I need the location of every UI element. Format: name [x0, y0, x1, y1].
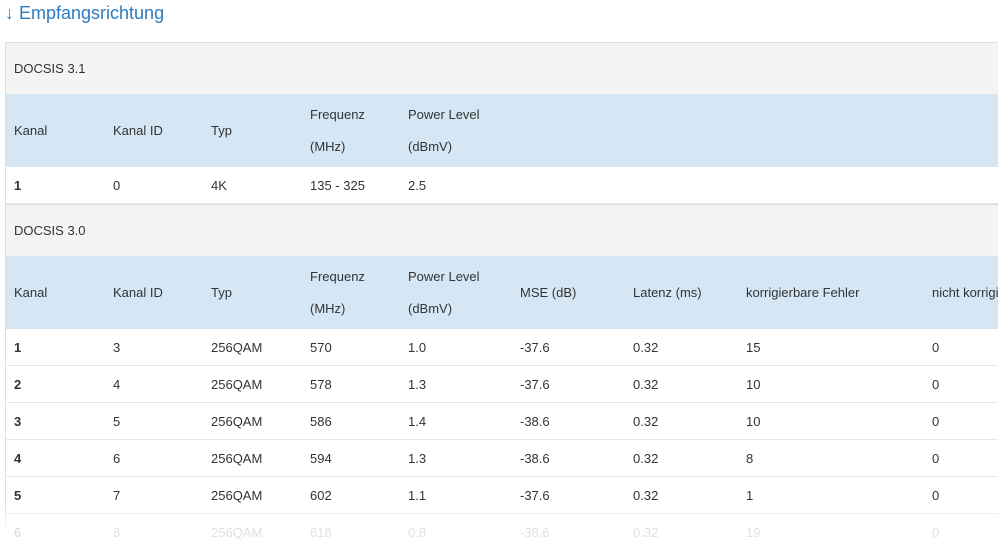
header-text: (dBmV)	[408, 300, 453, 316]
data-cell: 5	[14, 487, 22, 503]
data-cell: 3	[14, 413, 22, 429]
header-text: Typ	[211, 122, 232, 138]
data-cell: 10	[746, 413, 761, 429]
section-label: DOCSIS 3.0	[14, 205, 86, 256]
header-text: nicht korrigierbare Fehler	[932, 284, 998, 300]
data-cell: 0.32	[633, 339, 659, 355]
header-cell: MSE (dB)	[520, 256, 576, 329]
header-cell: Typ	[211, 256, 232, 329]
header-cell: Kanal ID	[113, 256, 163, 329]
section-row: DOCSIS 3.1	[5, 42, 998, 94]
data-cell: 602	[310, 487, 332, 503]
header-text: Frequenz	[310, 268, 365, 284]
header-row: Kanal Kanal ID Typ Frequenz (MHz) Power Level…	[5, 256, 998, 329]
data-cell: 0	[932, 450, 940, 466]
header-text: Power Level	[408, 268, 480, 284]
data-cell: 2	[14, 376, 22, 392]
header-text: Typ	[211, 284, 232, 300]
data-cell: 0	[932, 487, 940, 503]
header-text: (MHz)	[310, 300, 346, 316]
data-cell: 256QAM	[211, 450, 263, 466]
data-cell: 256QAM	[211, 487, 263, 503]
data-cell: 4	[113, 376, 121, 392]
data-cell: 1	[746, 487, 754, 503]
data-cell: 1.3	[408, 376, 427, 392]
header-text: (dBmV)	[408, 138, 453, 154]
data-cell: 0	[113, 177, 121, 193]
header-cell: Typ	[211, 94, 232, 167]
data-cell: 2.5	[408, 177, 427, 193]
section-label-text: DOCSIS 3.0	[14, 223, 86, 238]
data-cell: 4	[14, 450, 22, 466]
data-cell: 1.3	[408, 450, 427, 466]
data-cell: 1.1	[408, 487, 427, 503]
section-label: DOCSIS 3.1	[14, 43, 86, 94]
data-row: 2 4 256QAM 578 1.3 -37.6 0.32 10 0	[5, 366, 998, 403]
data-cell: 594	[310, 450, 332, 466]
header-cell: Kanal ID	[113, 94, 163, 167]
data-cell: 1	[14, 339, 22, 355]
section-row: DOCSIS 3.0	[5, 204, 998, 256]
data-cell: 1	[14, 177, 22, 193]
fade-overlay	[0, 505, 998, 545]
header-cell: nicht korrigierbare Fehler	[932, 256, 998, 329]
section-label-text: DOCSIS 3.1	[14, 61, 86, 76]
data-cell: 256QAM	[211, 339, 263, 355]
data-cell: 3	[113, 339, 121, 355]
data-cell: 0.32	[633, 487, 659, 503]
header-text: Frequenz	[310, 106, 365, 122]
header-text: (MHz)	[310, 138, 346, 154]
header-row: Kanal Kanal ID Typ Frequenz (MHz) Power Level…	[5, 94, 998, 167]
data-cell: 256QAM	[211, 376, 263, 392]
data-cell: 5	[113, 413, 121, 429]
data-cell: 15	[746, 339, 761, 355]
data-cell: 0	[932, 339, 940, 355]
data-cell: 0	[932, 376, 940, 392]
data-row: 4 6 256QAM 594 1.3 -38.6 0.32 8 0	[5, 440, 998, 477]
data-cell: 0	[932, 413, 940, 429]
data-cell: 135 - 325	[310, 177, 365, 193]
header-cell: Power Level (dBmV)	[408, 94, 480, 167]
header-cell: Latenz (ms)	[633, 256, 702, 329]
data-row: 1 0 4K 135 - 325 2.5	[5, 167, 998, 204]
data-cell: -37.6	[520, 487, 550, 503]
header-cell: korrigierbare Fehler	[746, 256, 859, 329]
data-cell: 586	[310, 413, 332, 429]
data-cell: 570	[310, 339, 332, 355]
data-cell: 0.32	[633, 450, 659, 466]
header-text: MSE (dB)	[520, 284, 577, 300]
header-cell: Frequenz (MHz)	[310, 94, 365, 167]
data-cell: 8	[746, 450, 754, 466]
header-text: korrigierbare Fehler	[746, 284, 860, 300]
header-text: Kanal ID	[113, 284, 163, 300]
data-cell: 0.32	[633, 376, 659, 392]
section-title: ↓ Empfangsrichtung	[5, 3, 165, 23]
data-cell: 10	[746, 376, 761, 392]
data-cell: 6	[113, 450, 121, 466]
data-row: 1 3 256QAM 570 1.0 -37.6 0.32 15 0	[5, 329, 998, 366]
header-text: Kanal	[14, 122, 48, 138]
header-text: Kanal	[14, 284, 48, 300]
data-cell: 1.0	[408, 339, 427, 355]
data-cell: 578	[310, 376, 332, 392]
data-cell: -38.6	[520, 413, 550, 429]
data-cell: 4K	[211, 177, 227, 193]
header-cell: Kanal	[14, 256, 47, 329]
header-cell: Frequenz (MHz)	[310, 256, 365, 329]
header-text: Power Level	[408, 106, 480, 122]
header-text: Latenz (ms)	[633, 284, 702, 300]
data-cell: -37.6	[520, 339, 550, 355]
data-cell: 0.32	[633, 413, 659, 429]
data-row: 3 5 256QAM 586 1.4 -38.6 0.32 10 0	[5, 403, 998, 440]
data-cell: 1.4	[408, 413, 427, 429]
header-cell: Kanal	[14, 94, 47, 167]
data-cell: -37.6	[520, 376, 550, 392]
data-cell: -38.6	[520, 450, 550, 466]
header-cell: Power Level (dBmV)	[408, 256, 480, 329]
data-cell: 256QAM	[211, 413, 263, 429]
header-text: Kanal ID	[113, 122, 163, 138]
data-cell: 7	[113, 487, 121, 503]
